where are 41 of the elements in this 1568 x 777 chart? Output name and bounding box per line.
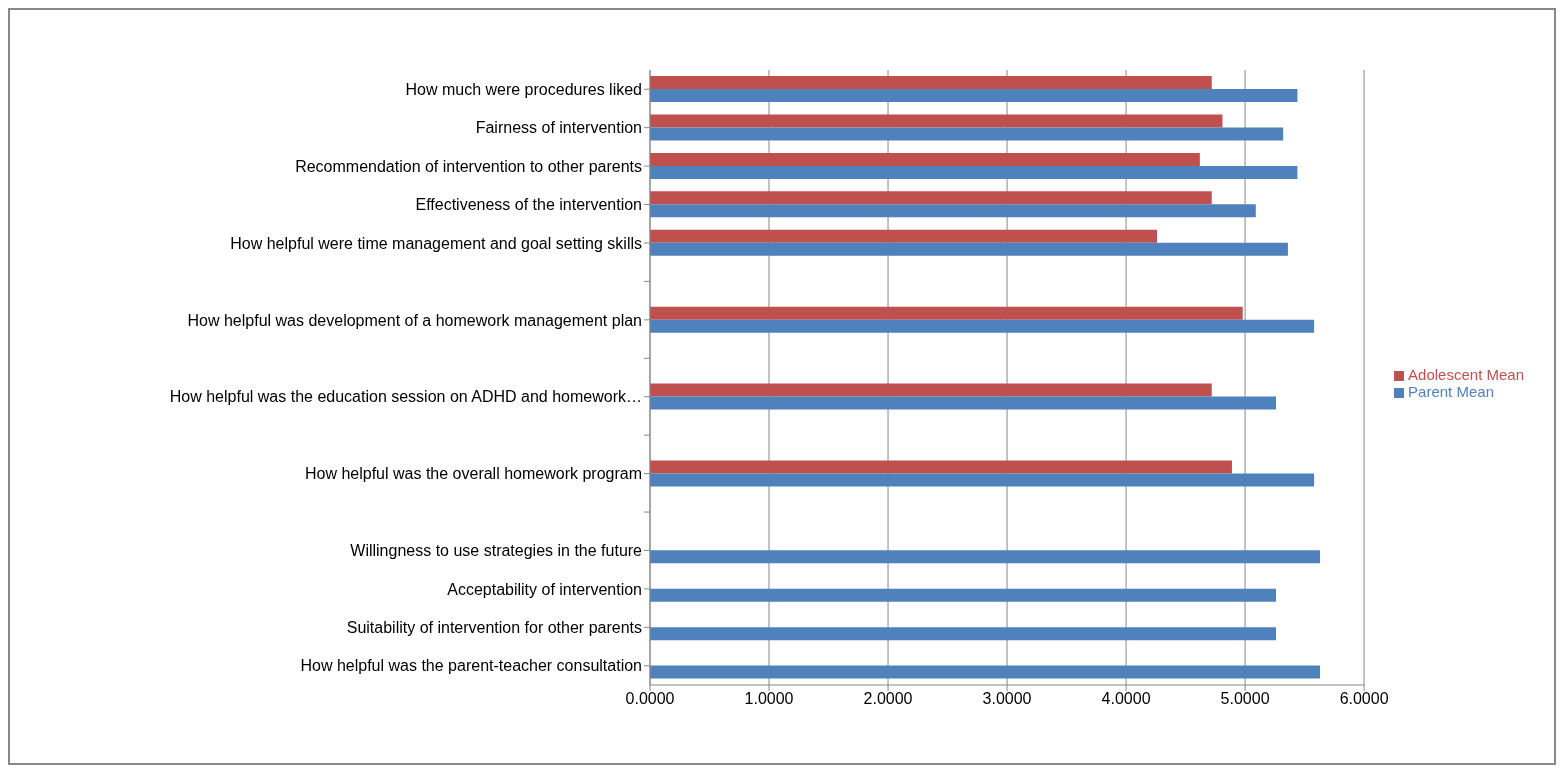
bar (650, 627, 1277, 641)
y-tick-label: Effectiveness of the intervention (415, 196, 642, 214)
x-tick-label: 3.0000 (982, 690, 1032, 708)
bar (650, 191, 1212, 205)
y-tick-label: How helpful were time management and goal setting skills (230, 234, 642, 252)
bar (650, 229, 1158, 243)
y-tick-label: Willingness to use strategies in the future (350, 542, 643, 560)
bar (650, 473, 1315, 487)
x-tick-label: 6.0000 (1339, 690, 1389, 708)
bar (650, 114, 1223, 128)
bar (650, 242, 1288, 256)
bar (650, 89, 1298, 102)
x-tick-label: 5.0000 (1220, 690, 1270, 708)
y-tick-label: How much were procedures liked (405, 80, 642, 98)
y-tick-label: Fairness of intervention (475, 119, 642, 137)
x-tick-label: 2.0000 (863, 690, 913, 708)
bar (650, 152, 1200, 166)
y-tick-label: How helpful was the education session on ADHD and homework… (169, 388, 642, 406)
bar (650, 127, 1284, 141)
bar (650, 396, 1277, 410)
y-tick-label: Recommendation of intervention to other parents (295, 157, 642, 175)
bar (650, 383, 1212, 397)
x-tick-label: 0.0000 (625, 690, 675, 708)
legend-label: Parent Mean (1408, 382, 1494, 400)
bar (650, 550, 1321, 564)
bar (650, 319, 1315, 333)
bar (650, 306, 1243, 320)
y-tick-label: How helpful was development of a homework management plan (187, 311, 642, 329)
y-tick-label: How helpful was the overall homework program (304, 465, 642, 483)
y-tick-label: How helpful was the parent-teacher consultation (300, 657, 642, 675)
x-tick-label: 1.0000 (744, 690, 794, 708)
y-tick-label: Suitability of intervention for other parents (346, 619, 642, 637)
legend-label: Adolescent Mean (1408, 365, 1524, 383)
bar (650, 76, 1212, 89)
bar (650, 165, 1298, 179)
y-tick-label: Acceptability of intervention (447, 580, 642, 598)
bar (650, 665, 1321, 679)
x-tick-label: 4.0000 (1101, 690, 1151, 708)
bar (650, 588, 1277, 602)
bar (650, 460, 1232, 474)
bar (650, 204, 1256, 218)
